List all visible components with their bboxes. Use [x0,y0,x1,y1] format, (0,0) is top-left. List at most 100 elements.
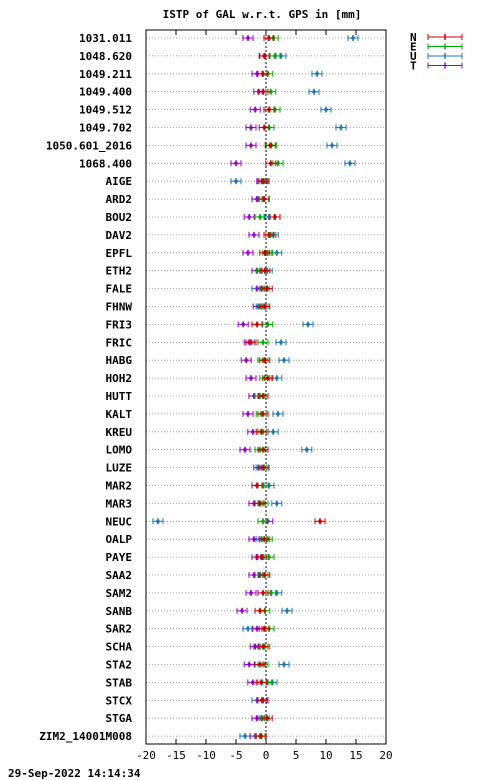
x-tick-label: 0 [263,749,270,762]
data-point [261,412,265,416]
data-point [253,107,257,112]
station-label: PAYE [106,551,133,564]
x-tick-label: 5 [293,749,300,762]
timestamp: 29-Sep-2022 14:14:34 [8,767,141,780]
station-label: SAA2 [106,569,133,582]
errorbar-N [257,393,269,399]
station-label: LUZE [106,462,133,475]
errorbar-N [257,88,269,95]
data-point [247,215,251,219]
errorbar-N [258,625,270,632]
errorbar-U [301,446,313,453]
data-point [262,537,267,541]
data-point [269,89,273,94]
errorbar-U [278,661,290,668]
grid-layer [146,30,386,744]
errorbar-T [239,446,251,453]
errorbar-U [275,339,287,346]
errorbar-N [259,303,271,310]
errorbar-N [259,249,271,256]
station-label: LOMO [106,444,133,457]
data-point [312,89,316,94]
x-tick-label: -5 [229,749,242,762]
errorbar-T [243,661,255,668]
errorbar-U [308,88,320,95]
data-point [324,107,328,112]
station-label: STGA [106,712,133,725]
errorbar-U [278,357,290,364]
data-point [261,394,265,398]
errorbar-N [254,607,266,614]
errorbar-N [269,214,281,220]
errorbar-N [255,428,267,435]
errorbar-E [254,214,266,220]
chart-title: ISTP of GAL w.r.t. GPS in [mm] [163,8,362,21]
data-point [251,680,255,685]
data-point [261,72,265,76]
station-label: AIGE [106,175,133,188]
errorbar-T [242,249,254,256]
data-point [263,304,267,309]
data-point [249,125,253,130]
errorbar-N [255,679,267,686]
errorbar-N [259,357,271,364]
x-tick-label: 20 [379,749,392,762]
station-label: FHNW [106,301,133,314]
errorbar-U [272,410,284,417]
data-point [267,107,271,112]
station-label: ETH2 [106,265,133,278]
data-point [258,609,262,613]
errorbar-T [240,357,252,364]
data-point [258,662,262,667]
data-point [261,644,265,649]
data-point [252,233,256,237]
station-label: OALP [106,533,133,546]
data-point [339,125,343,130]
errorbar-N [263,35,275,41]
data-point [273,215,277,219]
x-tick-label: 10 [319,749,332,762]
data-point [262,125,267,130]
station-label: NEUC [106,515,133,528]
x-tick-label: -10 [196,749,216,762]
x-tick-label: -15 [166,749,186,762]
data-point [267,555,271,559]
data-point [258,501,262,506]
station-label: HOH2 [106,372,133,385]
data-point [249,340,253,345]
data-point [252,537,256,541]
station-label: FRI3 [106,318,133,331]
station-label: BOU2 [106,211,133,224]
legend-label: E [410,41,417,54]
errorbar-N [257,70,269,77]
data-point [255,716,259,720]
data-point [246,251,250,255]
data-point [263,358,267,363]
data-point [258,215,262,219]
errorbar-N [258,52,270,59]
errorbar-N [263,231,275,238]
data-point [263,251,267,255]
station-label: 1050.601_2016 [46,139,132,152]
errorbar-N [251,321,263,328]
errorbar-E [269,52,281,59]
station-label: MAR2 [106,480,133,493]
data-point [259,680,264,685]
data-point [285,609,289,613]
x-tick-label: -20 [136,749,156,762]
errorbar-U [230,178,242,185]
data-point [266,322,270,327]
station-label: STCX [106,694,133,707]
errorbar-N [257,697,269,704]
station-label: SAM2 [106,587,133,600]
errorbar-N [264,142,276,149]
errorbar-U [271,500,283,507]
errorbar-E [272,160,284,167]
data-point [234,179,238,183]
errorbar-T [242,35,254,41]
data-point [156,519,160,524]
data-point [259,430,264,434]
errorbar-U [335,124,347,131]
data-point [269,591,273,595]
errorbar-N [245,339,257,346]
